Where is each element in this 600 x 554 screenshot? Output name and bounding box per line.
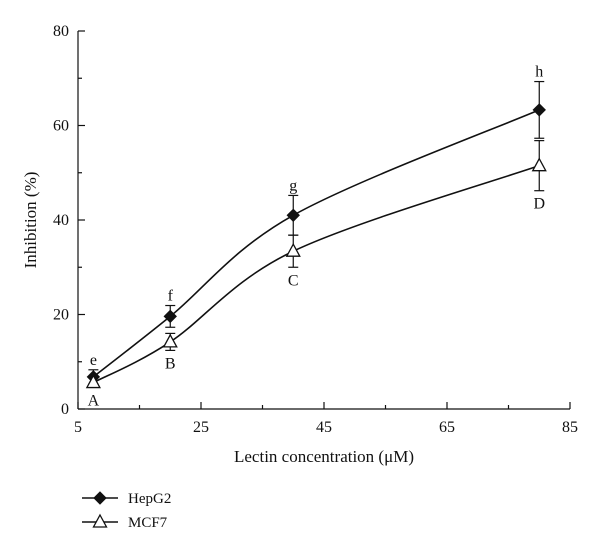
y-tick-label: 60 <box>53 118 69 135</box>
legend-item-hepg2: HepG2 <box>82 491 171 507</box>
data-point <box>85 374 101 389</box>
y-tick-label: 40 <box>53 212 69 229</box>
data-label: h <box>535 64 543 81</box>
data-point <box>286 208 300 222</box>
series-layer: e f g h A B C D <box>85 64 547 409</box>
data-point <box>163 309 177 324</box>
data-point <box>532 103 546 117</box>
y-tick-label: 20 <box>53 307 69 324</box>
series-line <box>92 109 540 378</box>
data-label: A <box>88 392 100 409</box>
x-tick-label: 5 <box>74 419 82 436</box>
x-tick-label: 45 <box>316 419 332 436</box>
data-label: e <box>90 352 97 369</box>
data-point <box>162 333 178 348</box>
x-axis-label: Lectin concentration (μM) <box>234 447 414 466</box>
data-point <box>531 157 547 172</box>
data-label: f <box>168 288 174 305</box>
y-axis-ticks: 0 20 40 60 80 <box>53 23 85 418</box>
x-tick-label: 65 <box>439 419 455 436</box>
data-label: g <box>289 177 297 194</box>
series-hepg2: e f g h <box>86 64 546 385</box>
data-point <box>285 242 301 257</box>
legend: HepG2 MCF7 <box>82 491 171 531</box>
x-tick-label: 85 <box>562 419 578 436</box>
data-label: C <box>288 272 299 289</box>
x-axis-ticks: 5 25 45 65 85 <box>74 402 578 436</box>
series-line <box>93 164 540 384</box>
legend-label: MCF7 <box>128 515 168 531</box>
y-tick-label: 80 <box>53 23 69 40</box>
y-axis-label: Inhibition (%) <box>21 172 40 269</box>
legend-marker <box>92 513 108 528</box>
data-label: D <box>533 196 545 213</box>
series-mcf7: A B C D <box>85 140 547 409</box>
x-tick-label: 25 <box>193 419 209 436</box>
legend-item-mcf7: MCF7 <box>82 513 168 531</box>
data-label: B <box>165 355 176 372</box>
y-tick-label: 0 <box>61 401 69 418</box>
legend-label: HepG2 <box>128 491 171 507</box>
legend-marker <box>93 491 107 505</box>
